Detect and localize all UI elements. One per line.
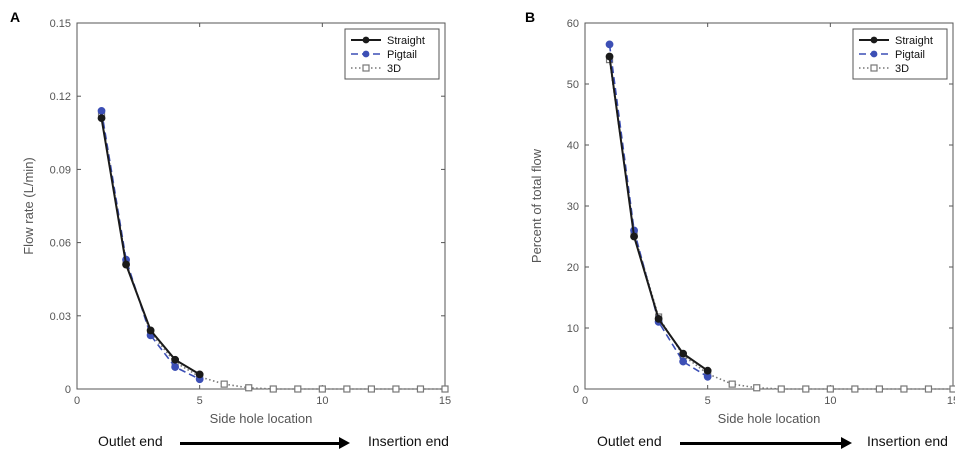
y-tick-label: 0.09 (50, 164, 71, 176)
panel-letter: B (525, 9, 535, 25)
y-tick-label: 0.12 (50, 91, 71, 103)
data-point-straight (605, 52, 614, 61)
insertion-end-label-a: Insertion end (368, 433, 449, 449)
legend-box (852, 28, 948, 80)
direction-arrow-a (180, 437, 350, 449)
x-tick-label: 15 (947, 395, 955, 407)
data-point-3d (826, 385, 834, 393)
legend-marker (870, 64, 878, 72)
data-point-3d (777, 385, 785, 393)
data-point-straight (122, 260, 130, 269)
y-tick-label: 0.06 (50, 238, 71, 250)
y-tick-label: 0.03 (50, 311, 71, 323)
legend-marker (362, 36, 370, 44)
series-line-3d (100, 115, 445, 390)
y-axis-label: Percent of total flow (529, 148, 544, 263)
insertion-end-label-b: Insertion end (867, 433, 948, 449)
x-tick-label: 10 (316, 395, 328, 407)
outlet-end-label-b: Outlet end (597, 433, 662, 449)
x-tick-label: 10 (824, 395, 836, 407)
data-point-straight (679, 349, 688, 358)
data-point-3d (753, 384, 761, 392)
y-tick-label: 0 (573, 384, 579, 396)
legend-marker (362, 50, 370, 58)
legend-marker (870, 50, 878, 58)
x-tick-label: 5 (705, 395, 711, 407)
data-point-3d (392, 385, 400, 393)
data-point-straight (97, 114, 106, 123)
data-point-3d (728, 380, 736, 388)
data-point-straight (146, 326, 155, 335)
series-line-3d (608, 59, 953, 390)
legend-box (344, 28, 440, 80)
legend-label-straight: Straight (895, 35, 933, 47)
y-tick-label: 30 (567, 201, 579, 213)
legend-label-pigtail: Pigtail (895, 49, 925, 61)
legend-label-3d: 3D (387, 63, 401, 75)
y-tick-label: 10 (567, 323, 579, 335)
panel-letter: A (10, 9, 20, 25)
x-tick-label: 0 (74, 395, 80, 407)
legend-label-3d: 3D (895, 63, 909, 75)
data-point-3d (318, 385, 326, 393)
data-point-straight (171, 355, 180, 364)
x-tick-label: 0 (582, 395, 588, 407)
data-point-straight (630, 232, 638, 241)
legend-marker (362, 64, 370, 72)
data-point-pigtail (605, 40, 614, 49)
data-point-3d (851, 385, 859, 393)
x-axis-label: Side hole location (210, 411, 313, 426)
chart-panel-b: B 0 5 10 15 0 10 20 30 40 50 60 Side hole location Pe… (525, 9, 955, 426)
data-point-3d (924, 385, 933, 393)
data-point-3d (441, 385, 449, 393)
data-point-3d (900, 385, 908, 393)
series-line-pigtail (608, 44, 709, 378)
y-axis-label: Flow rate (L/min) (21, 157, 36, 255)
legend-label-pigtail: Pigtail (387, 49, 417, 61)
data-point-3d (294, 385, 302, 393)
data-point-straight (195, 370, 204, 379)
y-tick-label: 0 (65, 384, 71, 396)
data-point-3d (949, 385, 955, 393)
data-point-3d (875, 385, 884, 393)
outlet-end-label-a: Outlet end (98, 433, 163, 449)
y-tick-label: 20 (567, 262, 579, 274)
data-point-3d (802, 385, 810, 393)
data-point-3d (220, 380, 228, 388)
data-point-3d (269, 385, 277, 393)
data-point-3d (343, 385, 351, 393)
y-tick-label: 50 (567, 79, 579, 91)
y-tick-label: 0.15 (50, 18, 71, 30)
data-point-straight (654, 314, 663, 323)
data-point-pigtail (171, 363, 180, 371)
direction-arrow-b (680, 437, 852, 449)
chart-panel-a: A 0 5 10 15 0 0.03 0.06 0.09 0.12 0.15 Side hole lo… (10, 9, 451, 426)
data-point-3d (367, 385, 375, 393)
y-tick-label: 40 (567, 140, 579, 152)
x-tick-label: 15 (439, 395, 451, 407)
data-point-pigtail (97, 106, 106, 115)
legend-label-straight: Straight (387, 35, 425, 47)
x-tick-label: 5 (197, 395, 203, 407)
x-axis-label: Side hole location (718, 411, 821, 426)
data-point-3d (416, 385, 425, 393)
data-point-3d (245, 384, 253, 392)
data-point-pigtail (679, 357, 688, 366)
y-tick-label: 60 (567, 18, 579, 30)
data-point-straight (703, 366, 712, 375)
legend-marker (870, 36, 878, 44)
